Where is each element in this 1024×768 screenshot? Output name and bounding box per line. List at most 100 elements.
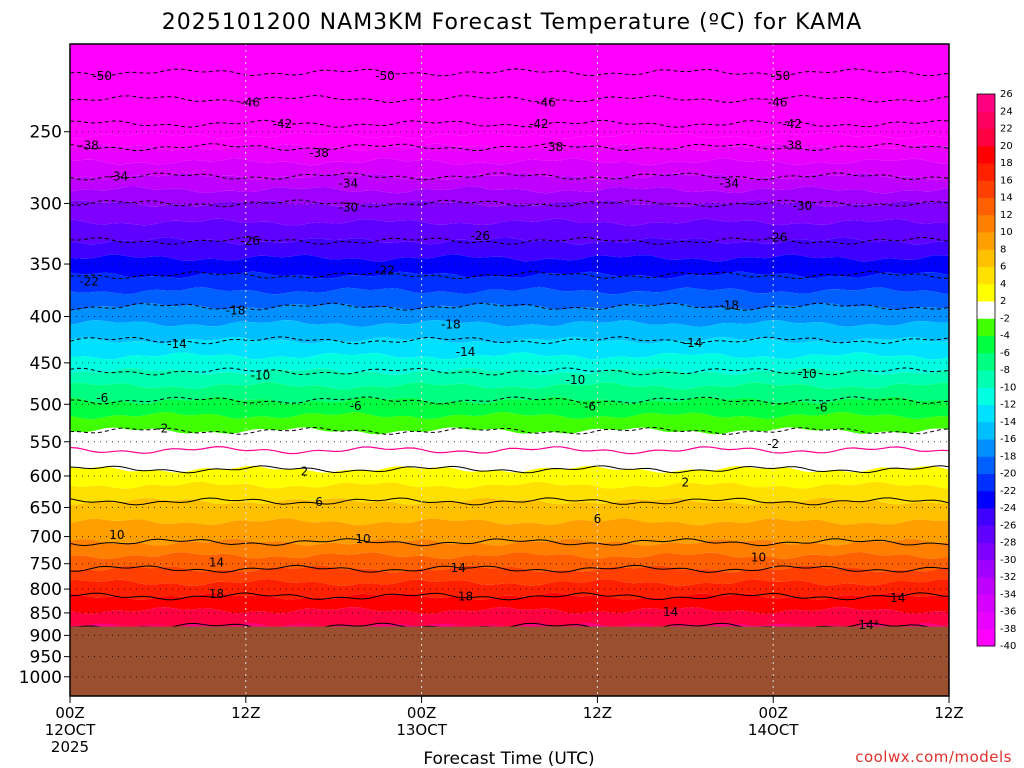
isotherm-line	[70, 119, 949, 128]
y-tick-label: 850	[30, 604, 62, 624]
temperature-band	[70, 237, 949, 262]
y-tick-label: 450	[30, 354, 62, 374]
temperature-band	[70, 186, 949, 207]
contour-label: -18	[226, 304, 246, 318]
colorbar-swatch	[977, 335, 995, 354]
colorbar-label: -40	[1000, 641, 1016, 652]
contour-label: -6	[350, 399, 362, 413]
x-tick-label: 12Z	[583, 704, 612, 722]
colorbar-label: -26	[1000, 520, 1016, 531]
contour-label: -22	[375, 264, 395, 278]
isotherm-line	[70, 592, 949, 601]
colorbar-swatch	[977, 525, 995, 543]
colorbar-label: -28	[1000, 538, 1016, 549]
colorbar-label: -38	[1000, 624, 1016, 635]
temperature-band	[70, 172, 949, 194]
temperature-band	[70, 303, 949, 327]
isotherm-line	[70, 538, 949, 547]
colorbar-swatch	[977, 404, 995, 423]
colorbar-label: -6	[1000, 348, 1010, 359]
colorbar-swatch	[977, 508, 995, 526]
contour-label: -42	[273, 117, 293, 131]
y-axis-pressure: 2503003504004505005506006507007508008509…	[19, 123, 70, 688]
contour-label: -22	[79, 275, 99, 289]
temperature-band	[70, 368, 949, 390]
colorbar-swatch	[977, 387, 995, 405]
colorbar-swatch	[977, 145, 995, 164]
colorbar-label: -36	[1000, 607, 1016, 618]
isotherm-line	[70, 236, 949, 245]
colorbar-label: -30	[1000, 555, 1016, 566]
temperature-band	[70, 538, 949, 560]
y-tick-label: 300	[30, 194, 62, 214]
colorbar-swatch	[977, 611, 995, 630]
contour-label: -38	[782, 139, 802, 153]
contour-label: 18	[458, 589, 473, 603]
isotherm-line	[70, 199, 949, 208]
colorbar-label: 20	[1000, 141, 1013, 152]
contour-label: -10	[797, 367, 817, 381]
freezing-line	[70, 445, 949, 455]
colorbar-label: 16	[1000, 175, 1013, 186]
x-tick-label: 00Z	[407, 704, 436, 722]
y-tick-label: 950	[30, 648, 62, 668]
chart-title: 2025101200 NAM3KM Forecast Temperature (…	[162, 10, 863, 35]
contour-label: -38	[79, 139, 99, 153]
colorbar-swatch	[977, 594, 995, 612]
colorbar-swatch	[977, 318, 995, 336]
contour-label: 6	[594, 512, 602, 526]
contour-label: -50	[375, 69, 395, 83]
temperature-band	[70, 271, 949, 295]
temperature-band	[70, 427, 949, 473]
temperature-band	[70, 412, 949, 435]
colorbar-label: 6	[1000, 262, 1006, 273]
x-tick-label: 00Z	[55, 704, 84, 722]
contour-label: -38	[544, 140, 564, 154]
y-tick-label: 750	[30, 555, 62, 575]
y-tick-label: 400	[30, 308, 62, 328]
contour-label: -14	[167, 337, 187, 351]
colorbar-label: 4	[1000, 279, 1006, 290]
temperature-band	[70, 199, 949, 226]
colorbar-swatch	[977, 111, 995, 129]
colorbar-swatch	[977, 180, 995, 198]
isotherm-line	[70, 465, 949, 474]
terrain-below-surface	[70, 626, 949, 696]
contour-label: -30	[339, 200, 359, 214]
credit-text: coolwx.com/models	[855, 748, 1012, 766]
contour-label: 2	[301, 464, 309, 478]
colorbar-label: -34	[1000, 589, 1016, 600]
colorbar-legend: -40-38-36-34-32-30-28-26-24-22-20-18-16-…	[976, 89, 1016, 652]
colorbar-label: -24	[1000, 503, 1016, 514]
grid-lines	[70, 44, 949, 696]
colorbar-label: -14	[1000, 417, 1016, 428]
colorbar-swatch	[977, 214, 995, 233]
y-tick-label: 700	[30, 528, 62, 548]
isotherm-line	[70, 497, 949, 506]
contour-label: 10	[109, 528, 124, 542]
contour-label: -10	[251, 369, 271, 383]
y-tick-label: 600	[30, 467, 62, 487]
colorbar-label: 10	[1000, 227, 1013, 238]
y-tick-label: 900	[30, 626, 62, 646]
contour-labels: -50 -50 -50 -46 -46 -46 -42 -42 -42 -38 -38 -38 -38 -…	[79, 69, 905, 632]
contour-label: -14	[683, 336, 703, 350]
y-tick-label: 250	[30, 123, 62, 143]
temperature-band	[70, 143, 949, 166]
x-tick-label: 12OCT	[45, 721, 96, 739]
contour-label: -10	[566, 373, 586, 387]
colorbar-label: 2	[1000, 296, 1006, 307]
contour-label: 10	[751, 550, 766, 564]
contour-label: -18	[441, 317, 461, 331]
colorbar-swatch	[977, 283, 995, 302]
isotherm-line	[70, 302, 949, 311]
isotherm-line	[70, 564, 949, 573]
colorbar-swatch	[977, 232, 995, 250]
x-tick-label: 14OCT	[748, 721, 799, 739]
temperature-band	[70, 158, 949, 180]
contour-label: -2	[767, 437, 779, 451]
contour-label: -6	[584, 400, 596, 414]
temperature-band	[70, 336, 949, 360]
colorbar-label: -8	[1000, 365, 1010, 376]
colorbar-swatch	[977, 249, 995, 267]
